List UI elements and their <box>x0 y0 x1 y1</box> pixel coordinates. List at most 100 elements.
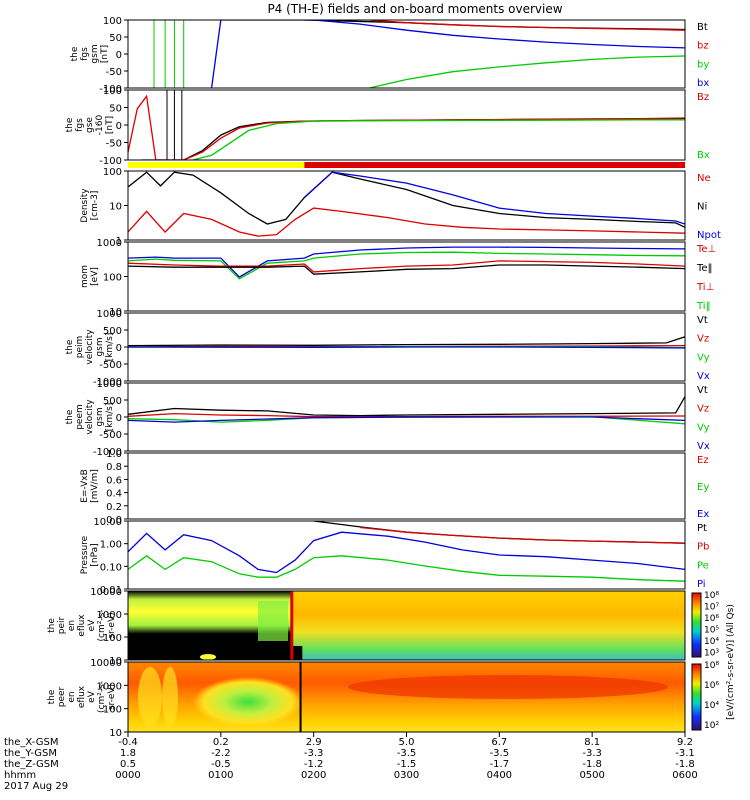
legend-entry: Vt <box>697 385 708 396</box>
y-axis-label: Pressure [nPa] <box>80 535 100 574</box>
y-axis-label-line: the <box>70 46 80 61</box>
y-tick-label: 1000 <box>97 379 122 390</box>
y-tick-label: 1.0 <box>106 449 122 460</box>
ion-spectrogram-patch <box>258 601 288 641</box>
y-axis-label-line: [km/s] <box>105 333 115 362</box>
series-group <box>128 90 685 160</box>
electron-spectrogram-stripe <box>162 667 178 727</box>
y-tick-label: 1000 <box>97 610 122 621</box>
y-tick-label: 1 <box>116 236 122 247</box>
electron-spectrogram-band <box>348 675 668 699</box>
series-bt <box>141 117 685 160</box>
footer-value: 0.2 <box>213 737 229 748</box>
y-tick-label: 10 <box>109 728 122 739</box>
y-axis-label-line: fgs <box>75 118 85 132</box>
legend-entry: Vy <box>697 422 710 433</box>
y-axis-label-line: fgs <box>80 47 90 61</box>
footer-value: 0200 <box>301 770 326 781</box>
y-axis-label-line: peir <box>57 616 67 634</box>
legend-entry: bx <box>697 78 709 89</box>
y-axis-label-line: Density <box>80 188 90 223</box>
series-group <box>128 336 685 349</box>
series-ti <box>128 251 685 280</box>
colorbar-tick-label: 10⁴ <box>704 701 719 711</box>
legend-entry: Vy <box>697 352 710 363</box>
legend-entry: Ti‖ <box>696 301 711 312</box>
panel-fgs_gse: 100 50 0 -50 -100 the fgs gse -160 [nT] Bz Bx <box>65 86 710 167</box>
y-tick-label: 1000 <box>97 238 122 249</box>
y-tick-label: -500 <box>99 360 122 371</box>
legend-entry: Vz <box>697 404 709 415</box>
series-vt <box>128 396 685 417</box>
footer-value: -1.8 <box>675 759 695 770</box>
y-tick-label: 100 <box>103 167 122 178</box>
y-tick-label: 10000 <box>90 658 122 669</box>
footer-value: -3.3 <box>304 748 324 759</box>
legend-entry: Ez <box>697 455 709 466</box>
y-axis-label-line: [nT] <box>100 45 110 63</box>
y-axis-label-line: the <box>65 339 75 354</box>
legend-entry: Vx <box>697 371 710 382</box>
y-axis-label-line: sr-eV) <box>107 612 117 638</box>
panel-frame <box>127 590 686 661</box>
series-group <box>128 171 685 237</box>
y-tick-label: 50 <box>109 33 122 44</box>
footer-value: 1.8 <box>120 748 136 759</box>
y-tick-label: 10 <box>109 307 122 318</box>
series-npot <box>303 171 685 225</box>
legend-entry: Bt <box>697 22 708 33</box>
colorbar-tick-label: 10⁶ <box>704 614 719 624</box>
series-by <box>369 55 685 88</box>
footer-row-label: the_Z-GSM <box>4 759 59 770</box>
y-tick-label: 1.00 <box>100 540 122 551</box>
y-tick-label: -50 <box>106 139 122 150</box>
footer-value: 5.0 <box>399 737 415 748</box>
series-te <box>128 260 685 273</box>
colorbar-tick-label: 10⁸ <box>704 661 719 671</box>
legend-entry: Ni <box>697 202 707 213</box>
panel-frame <box>127 89 686 161</box>
panel-frame <box>127 170 686 241</box>
y-axis-label-line: velocity <box>85 329 95 365</box>
y-axis-label-line: peim <box>75 336 85 359</box>
y-tick-label: 100 <box>103 633 122 644</box>
y-axis-label-line: [nT] <box>105 116 115 134</box>
series-pt <box>313 521 685 544</box>
panel-frame <box>127 520 686 590</box>
y-tick-label: 500 <box>103 326 122 337</box>
y-axis-label-line: the <box>65 409 75 424</box>
colorbar-electron <box>691 663 702 731</box>
panel-peim_velocity: 1000 500 0 -500 -1000 the peim velocity gsm [km/s… <box>65 309 710 388</box>
y-axis-label-line: sr-eV) <box>107 684 117 710</box>
footer-value: 0600 <box>672 770 697 781</box>
y-tick-label: -500 <box>99 430 122 441</box>
series-bz <box>128 94 685 160</box>
colorbar-tick-label: 10³ <box>704 649 719 659</box>
panel-density: 100 10 1 Density [cm-3] Ne Ni Npot <box>80 167 721 247</box>
y-axis-label-line: eflux <box>77 614 87 637</box>
series-te <box>128 264 685 275</box>
panel-efield: 1.0 0.8 0.6 0.4 0.2 0.0 E=-VxB [mV/m] Ez Ey Ex <box>80 449 709 526</box>
y-tick-label: 100 <box>103 16 122 27</box>
legend-entry: Ex <box>697 509 709 520</box>
series-ti <box>128 246 685 278</box>
plot-area <box>128 453 685 519</box>
legend-entry: bz <box>697 41 709 52</box>
y-tick-label: 0.2 <box>106 502 122 513</box>
footer-value: 0300 <box>394 770 419 781</box>
y-tick-label: 1000 <box>97 681 122 692</box>
footer-value: -3.3 <box>582 748 602 759</box>
legend-entry: Bz <box>697 92 709 103</box>
panel-peem_velocity: 1000 500 0 -500 -1000 the peem velocity gsm [km/s… <box>65 379 710 458</box>
series-vx <box>128 416 685 423</box>
legend-entry: Vt <box>697 315 708 326</box>
y-tick-label: 1000 <box>97 309 122 320</box>
legend-entry: Te⊥ <box>696 244 716 255</box>
y-tick-label: 50 <box>109 104 122 115</box>
legend-entry: Bx <box>697 150 710 161</box>
y-tick-label: 10000 <box>90 587 122 598</box>
footer-value: -0.5 <box>211 759 231 770</box>
